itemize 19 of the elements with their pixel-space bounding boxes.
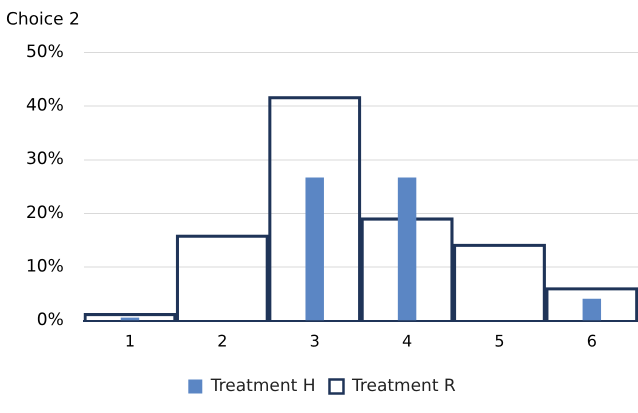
x-tick-label: 1 [124, 332, 136, 351]
chart-title: Choice 2 [6, 10, 80, 30]
bar [398, 177, 416, 320]
bar [305, 177, 324, 320]
legend-label: Treatment R [350, 376, 456, 396]
x-tick-label: 4 [402, 332, 412, 351]
y-tick-label: 40% [26, 96, 64, 116]
y-tick-label: 30% [26, 149, 64, 170]
bar [582, 298, 602, 320]
y-tick-label: 10% [26, 256, 64, 277]
y-tick-label: 20% [26, 202, 64, 223]
legend-label: Treatment H [210, 376, 316, 396]
x-tick-label: 2 [217, 332, 228, 351]
x-tick-label: 5 [494, 332, 505, 351]
x-tick-label: 6 [586, 332, 597, 351]
bar [120, 318, 140, 320]
y-tick-label: 0% [36, 310, 64, 330]
y-tick-label: 50% [26, 42, 64, 62]
x-tick-label: 3 [310, 332, 320, 351]
